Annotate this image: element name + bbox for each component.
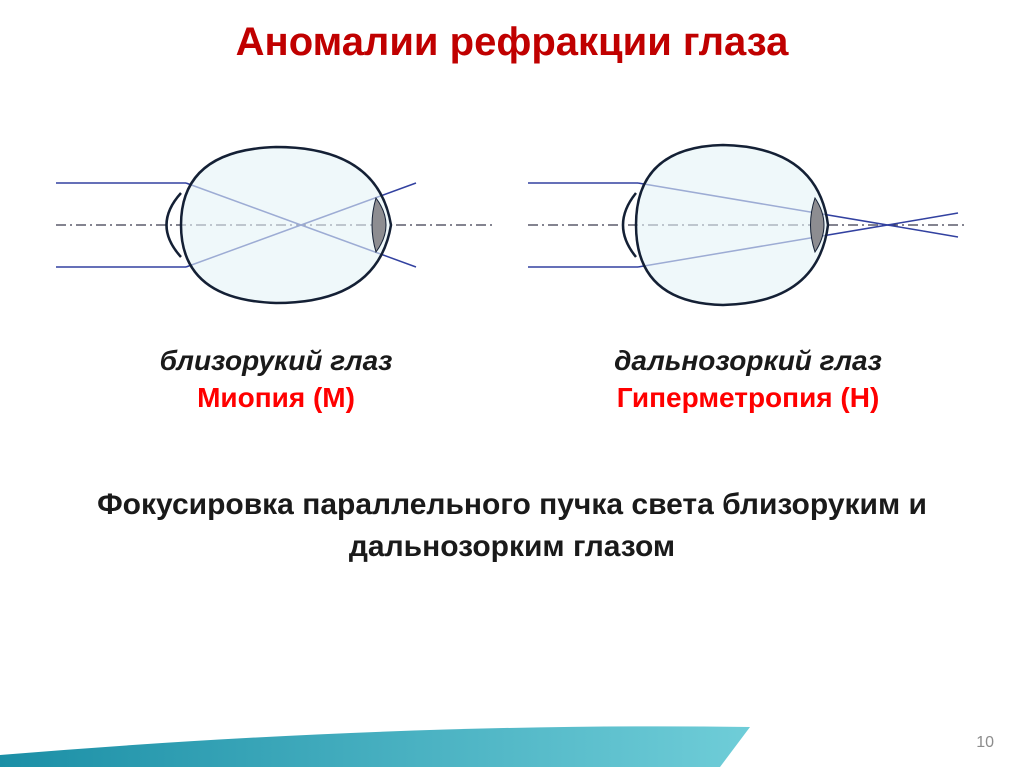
myopia-label-block: близорукий глаз Миопия (М) (56, 345, 496, 414)
hyperopia-ray-top-ext (923, 231, 958, 237)
page-title: Аномалии рефракции глаза (0, 0, 1024, 65)
hyperopia-svg (528, 125, 968, 325)
hyperopia-diagram (528, 125, 968, 325)
myopia-label-2: Миопия (М) (56, 382, 496, 414)
page-title-text: Аномалии рефракции глаза (236, 20, 789, 64)
bottom-accent (0, 717, 1024, 767)
myopia-eye-shape (181, 147, 391, 303)
hyperopia-label-1: дальнозоркий глаз (528, 345, 968, 377)
labels-row: близорукий глаз Миопия (М) дальнозоркий … (0, 345, 1024, 414)
hyperopia-label-2: Гиперметропия (Н) (528, 382, 968, 414)
page-number: 10 (976, 734, 994, 752)
subtitle: Фокусировка параллельного пучка света бл… (0, 484, 1024, 568)
myopia-label-1: близорукий глаз (56, 345, 496, 377)
accent-path (0, 726, 750, 767)
subtitle-text: Фокусировка параллельного пучка света бл… (97, 488, 927, 563)
hyperopia-ray-bot-ext (923, 213, 958, 219)
diagrams-row (0, 125, 1024, 325)
hyperopia-eye-shape (636, 145, 828, 305)
myopia-diagram (56, 125, 496, 325)
hyperopia-label-block: дальнозоркий глаз Гиперметропия (Н) (528, 345, 968, 414)
myopia-svg (56, 125, 496, 325)
